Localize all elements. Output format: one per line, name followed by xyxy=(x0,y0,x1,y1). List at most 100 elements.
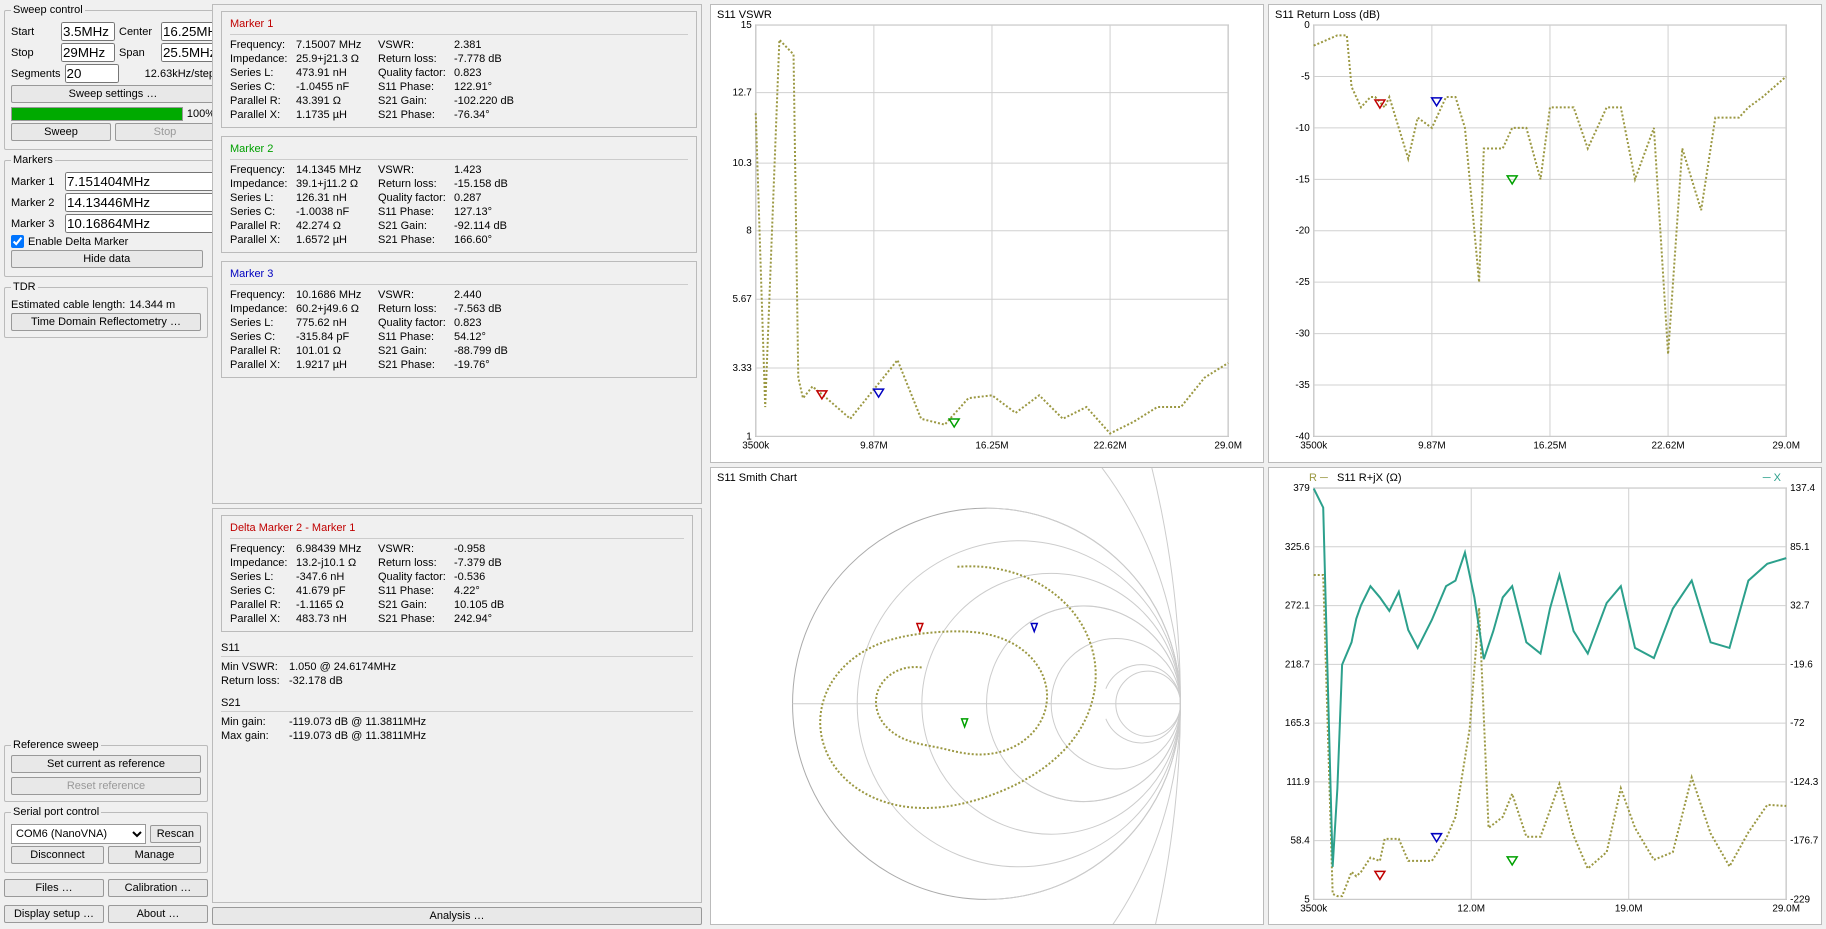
stop-input[interactable] xyxy=(61,43,115,62)
files-button[interactable]: Files … xyxy=(4,879,104,897)
cable-length-label: Estimated cable length: xyxy=(11,299,125,311)
smith-chart: S11 Smith Chart xyxy=(710,467,1264,926)
svg-text:16.25M: 16.25M xyxy=(1533,440,1566,451)
segments-input[interactable] xyxy=(65,64,119,83)
serial-group: Serial port control COM6 (NanoVNA) Resca… xyxy=(4,806,208,873)
marker-panel-title: Marker 3 xyxy=(230,268,688,280)
marker-label: Marker 1 xyxy=(11,176,61,188)
svg-text:-15: -15 xyxy=(1295,174,1310,185)
delta-marker-panel: Delta Marker 2 - Marker 1 Frequency:6.98… xyxy=(221,515,693,632)
start-input[interactable] xyxy=(61,22,115,41)
returnloss-chart-title: S11 Return Loss (dB) xyxy=(1275,9,1380,21)
svg-text:32.7: 32.7 xyxy=(1790,600,1810,611)
svg-text:165.3: 165.3 xyxy=(1285,718,1310,729)
manage-button[interactable]: Manage xyxy=(108,846,201,864)
svg-text:9.87M: 9.87M xyxy=(860,440,888,451)
tdr-button[interactable]: Time Domain Reflectometry … xyxy=(11,313,201,331)
svg-text:-124.3: -124.3 xyxy=(1790,776,1819,787)
stop-label: Stop xyxy=(11,47,57,59)
svg-text:16.25M: 16.25M xyxy=(975,440,1008,451)
svg-text:-10: -10 xyxy=(1295,123,1310,134)
display-setup-button[interactable]: Display setup … xyxy=(4,905,104,923)
svg-text:58.4: 58.4 xyxy=(1290,835,1310,846)
svg-text:3.33: 3.33 xyxy=(732,363,752,374)
s11-minvswr-value: 1.050 @ 24.6174MHz xyxy=(289,661,396,673)
svg-text:-20: -20 xyxy=(1295,226,1310,237)
vswr-chart: S11 VSWR 13.335.67810.312.7153500k9.87M1… xyxy=(710,4,1264,463)
span-input[interactable] xyxy=(161,43,215,62)
s21-summary-title: S21 xyxy=(221,697,693,709)
disconnect-button[interactable]: Disconnect xyxy=(11,846,104,864)
cable-length-value: 14.344 m xyxy=(129,299,175,311)
span-label: Span xyxy=(119,47,157,59)
svg-text:-35: -35 xyxy=(1295,380,1310,391)
svg-text:12.0M: 12.0M xyxy=(1457,903,1485,914)
svg-text:9.87M: 9.87M xyxy=(1418,440,1446,451)
reference-legend: Reference sweep xyxy=(11,739,101,751)
s21-ming-value: -119.073 dB @ 11.3811MHz xyxy=(289,716,426,728)
sweep-progress-text: 100% xyxy=(187,108,215,120)
vswr-chart-title: S11 VSWR xyxy=(717,9,772,21)
stop-button[interactable]: Stop xyxy=(115,123,215,141)
svg-text:8: 8 xyxy=(746,226,752,237)
enable-delta-checkbox[interactable] xyxy=(11,235,24,248)
rjx-r-label: R xyxy=(1309,472,1317,484)
hide-data-button[interactable]: Hide data xyxy=(11,250,203,268)
sweep-button[interactable]: Sweep xyxy=(11,123,111,141)
svg-text:272.1: 272.1 xyxy=(1285,600,1310,611)
s11-rl-value: -32.178 dB xyxy=(289,675,343,687)
svg-text:218.7: 218.7 xyxy=(1285,659,1310,670)
svg-text:15: 15 xyxy=(741,20,752,31)
segments-label: Segments xyxy=(11,68,61,80)
svg-text:22.62M: 22.62M xyxy=(1094,440,1127,451)
returnloss-chart: S11 Return Loss (dB) 0-5-10-15-20-25-30-… xyxy=(1268,4,1822,463)
tdr-legend: TDR xyxy=(11,281,38,293)
tdr-group: TDR Estimated cable length: 14.344 m Tim… xyxy=(4,281,208,338)
set-reference-button[interactable]: Set current as reference xyxy=(11,755,201,773)
serial-legend: Serial port control xyxy=(11,806,101,818)
marker-label: Marker 3 xyxy=(11,218,61,230)
reference-group: Reference sweep Set current as reference… xyxy=(4,739,208,802)
svg-text:3500k: 3500k xyxy=(1300,440,1327,451)
svg-text:137.4: 137.4 xyxy=(1790,483,1815,494)
svg-text:-19.6: -19.6 xyxy=(1790,659,1813,670)
calibration-button[interactable]: Calibration … xyxy=(108,879,208,897)
s11-summary-title: S11 xyxy=(221,642,693,654)
rjx-x-label: X xyxy=(1774,472,1781,484)
svg-text:-229: -229 xyxy=(1790,894,1810,905)
markers-legend: Markers xyxy=(11,154,55,166)
delta-summary-block: Delta Marker 2 - Marker 1 Frequency:6.98… xyxy=(212,508,702,903)
svg-text:111.9: 111.9 xyxy=(1286,776,1310,787)
rjx-chart: R ─ S11 R+jX (Ω) ─ X 558.4111.9165.3218.… xyxy=(1268,467,1822,926)
svg-text:10.3: 10.3 xyxy=(732,158,752,169)
s21-maxg-label: Max gain: xyxy=(221,730,285,742)
start-label: Start xyxy=(11,26,57,38)
svg-text:-176.7: -176.7 xyxy=(1790,835,1819,846)
svg-text:3500k: 3500k xyxy=(742,440,769,451)
about-button[interactable]: About … xyxy=(108,905,208,923)
svg-text:29.0M: 29.0M xyxy=(1214,440,1242,451)
svg-text:-72: -72 xyxy=(1790,718,1805,729)
reset-reference-button[interactable]: Reset reference xyxy=(11,777,201,795)
svg-text:19.0M: 19.0M xyxy=(1615,903,1643,914)
analysis-button[interactable]: Analysis … xyxy=(212,907,702,925)
center-label: Center xyxy=(119,26,157,38)
marker-data-scroll[interactable]: Marker 1 Frequency:7.15007 MHzVSWR:2.381… xyxy=(212,4,702,504)
sweep-legend: Sweep control xyxy=(11,4,85,16)
svg-text:29.0M: 29.0M xyxy=(1772,440,1800,451)
rescan-button[interactable]: Rescan xyxy=(150,825,201,843)
center-input[interactable] xyxy=(161,22,215,41)
sweep-progress xyxy=(11,107,183,121)
s11-rl-label: Return loss: xyxy=(221,675,285,687)
marker-panel-3: Marker 3 Frequency:10.1686 MHzVSWR:2.440… xyxy=(221,261,697,378)
marker-panel-2: Marker 2 Frequency:14.1345 MHzVSWR:1.423… xyxy=(221,136,697,253)
marker-panel-title: Delta Marker 2 - Marker 1 xyxy=(230,522,684,534)
s21-ming-label: Min gain: xyxy=(221,716,285,728)
svg-text:5.67: 5.67 xyxy=(732,294,752,305)
serial-port-select[interactable]: COM6 (NanoVNA) xyxy=(11,824,146,844)
svg-text:0: 0 xyxy=(1304,20,1310,31)
svg-text:-30: -30 xyxy=(1295,329,1310,340)
sweep-settings-button[interactable]: Sweep settings … xyxy=(11,85,215,103)
marker-panel-1: Marker 1 Frequency:7.15007 MHzVSWR:2.381… xyxy=(221,11,697,128)
svg-text:-5: -5 xyxy=(1301,71,1310,82)
